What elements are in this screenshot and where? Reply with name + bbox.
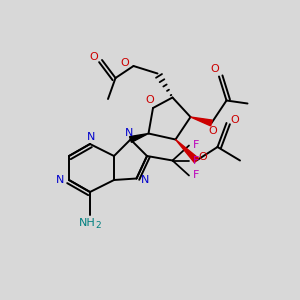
Text: F: F: [192, 155, 199, 166]
Text: 2: 2: [95, 220, 101, 230]
Text: N: N: [87, 131, 96, 142]
Text: O: O: [121, 58, 130, 68]
Polygon shape: [130, 134, 148, 142]
Text: O: O: [199, 152, 208, 163]
Text: O: O: [146, 94, 154, 105]
Text: NH: NH: [79, 218, 95, 229]
Polygon shape: [190, 117, 212, 126]
Text: N: N: [141, 175, 149, 185]
Text: O: O: [208, 126, 217, 136]
Text: F: F: [192, 170, 199, 181]
Polygon shape: [176, 140, 199, 163]
Text: N: N: [56, 175, 64, 185]
Text: O: O: [89, 52, 98, 62]
Text: O: O: [210, 64, 219, 74]
Text: F: F: [192, 140, 199, 151]
Text: N: N: [125, 128, 133, 138]
Text: O: O: [230, 115, 239, 125]
